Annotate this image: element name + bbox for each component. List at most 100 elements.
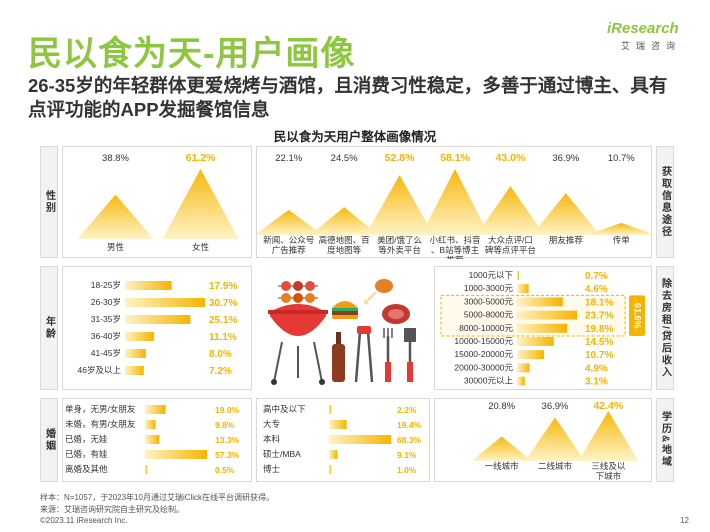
value-label-4: 1.0%: [397, 465, 417, 475]
value-label-3: 57.3%: [215, 450, 240, 460]
category-label-5: 朋友推荐: [549, 235, 584, 245]
skewer-icon: [278, 281, 318, 303]
iresearch-logo: iResearch 艾瑞咨询: [607, 20, 689, 60]
category-label-0: 高中及以下: [263, 404, 306, 414]
income-chart: 61.6% 1000元以下 0.7% 1000-3000元 4.6% 3000-5000元…: [440, 270, 645, 388]
side-label-age: 年龄: [40, 266, 58, 390]
peak-0: [254, 209, 323, 235]
grill-icon: [268, 304, 328, 385]
value-label-2: 18.1%: [585, 297, 613, 308]
burger-icon: [332, 301, 358, 319]
value-label-2: 25.1%: [209, 315, 237, 326]
page-subtitle: 26-35岁的年轻群体更爱烧烤与酒馆，且消费习性稳定，多善于通过博主、具有点评功…: [28, 75, 668, 120]
value-label-4: 8.0%: [209, 349, 232, 360]
logo-sub: 艾瑞咨询: [621, 41, 682, 51]
bbq-illustration: [268, 279, 416, 385]
bar-2: [329, 435, 391, 444]
category-label-1: 女性: [192, 242, 210, 252]
category-label-3: 推荐: [446, 255, 464, 259]
value-label-5: 36.9%: [552, 153, 579, 164]
tongs-icon: [354, 326, 374, 383]
bar-4: [145, 465, 147, 474]
value-label-1: 61.2%: [186, 152, 216, 164]
category-label-6: 15000-20000元: [454, 349, 513, 359]
category-label-2: 美团/饿了么: [377, 235, 422, 245]
value-label-1: 19.4%: [397, 420, 422, 430]
category-label-2: 已婚，无娃: [65, 434, 108, 444]
value-label-2: 52.8%: [385, 152, 415, 164]
category-label-3: 已婚，有娃: [65, 449, 108, 459]
bar-4: [125, 349, 146, 358]
peak-3: [421, 169, 489, 235]
bar-1: [517, 284, 529, 294]
category-label-4: 离婚及其他: [65, 464, 108, 474]
bar-0: [125, 281, 172, 290]
spatula-icon: [404, 328, 416, 382]
category-label-5: 10000-15000元: [454, 336, 513, 346]
category-label-0: 一线城市: [485, 461, 520, 471]
value-label-7: 4.9%: [585, 363, 608, 374]
peak-1: [525, 417, 585, 461]
category-label-3: 、B站等博主: [431, 245, 480, 255]
value-label-3: 9.1%: [397, 450, 417, 460]
value-label-3: 58.1%: [440, 152, 470, 164]
bar-7: [517, 363, 530, 373]
peak-2: [365, 175, 434, 235]
peak-6: [587, 222, 656, 235]
panel-illustration: [256, 266, 430, 390]
value-label-1: 24.5%: [331, 153, 358, 164]
category-label-3: 36-40岁: [91, 331, 121, 341]
bottle-icon: [332, 332, 345, 382]
bar-2: [517, 297, 563, 307]
value-label-2: 68.3%: [397, 435, 422, 445]
side-label-education: 学历&地域: [656, 398, 674, 482]
category-label-1: 26-30岁: [91, 297, 121, 307]
category-label-1: 大专: [263, 419, 280, 429]
bar-4: [517, 323, 568, 333]
bar-2: [125, 315, 191, 324]
peak-1: [310, 207, 379, 235]
marriage-chart: 单身，无男/女朋友 19.0% 未婚，有男/女朋友 9.8% 已婚，无娃 13.3% 已婚，…: [65, 404, 240, 475]
value-label-0: 38.8%: [102, 153, 129, 164]
value-label-1: 30.7%: [209, 298, 237, 309]
panel-marriage: 单身，无男/女朋友 19.0% 未婚，有男/女朋友 9.8% 已婚，无娃 13.3% 已婚，…: [62, 398, 252, 482]
value-label-6: 10.7%: [585, 350, 613, 361]
bar-2: [145, 435, 160, 444]
category-label-5: 46岁及以上: [78, 365, 122, 375]
page-number: 12: [680, 516, 689, 525]
category-label-0: 单身，无男/女朋友: [65, 404, 136, 414]
peak-1: [162, 169, 239, 239]
value-label-0: 20.8%: [488, 401, 515, 412]
value-label-4: 0.5%: [215, 465, 235, 475]
category-label-0: 新闻、公众号: [263, 235, 314, 245]
category-label-1: 度地图等: [327, 245, 362, 255]
value-label-4: 19.8%: [585, 324, 613, 335]
category-label-2: 下城市: [596, 471, 622, 481]
category-label-0: 18-25岁: [91, 280, 121, 290]
bar-0: [517, 271, 519, 280]
peak-4: [476, 186, 545, 235]
bar-5: [125, 366, 144, 375]
footer-source: 来源：艾瑞咨询研究院自主研究及绘制。: [40, 505, 184, 514]
bar-3: [125, 332, 154, 341]
bar-1: [125, 298, 205, 307]
category-label-7: 20000-30000元: [454, 362, 513, 372]
bar-0: [145, 405, 166, 414]
side-label-income: 除去房租/贷后收入: [656, 266, 674, 390]
chart-title: 民以食为天用户整体画像情况: [273, 130, 437, 144]
bar-1: [329, 420, 347, 429]
category-label-1: 高德地图、百: [319, 235, 370, 245]
panel-education: 高中及以下 2.2% 大专 19.4% 本科 68.3% 硕士/MBA 9.1% 博士 1.0%: [256, 398, 430, 482]
value-label-5: 14.5%: [585, 337, 613, 348]
bar-4: [329, 465, 331, 474]
bar-8: [517, 376, 525, 386]
category-label-1: 未婚，有男/女朋友: [65, 419, 136, 429]
category-label-0: 广告推荐: [272, 245, 307, 255]
age-chart: 18-25岁 17.9% 26-30岁 30.7% 31-35岁 25.1% 36-40岁 1…: [78, 280, 238, 377]
side-label-marriage: 婚姻: [40, 398, 58, 482]
peak-0: [471, 436, 532, 461]
value-label-0: 0.7%: [585, 271, 608, 282]
footer-sample: 样本：N=1057，于2023年10月通过艾瑞iClick在线平台调研获得。: [40, 493, 275, 502]
category-label-4: 8000-10000元: [459, 323, 513, 333]
